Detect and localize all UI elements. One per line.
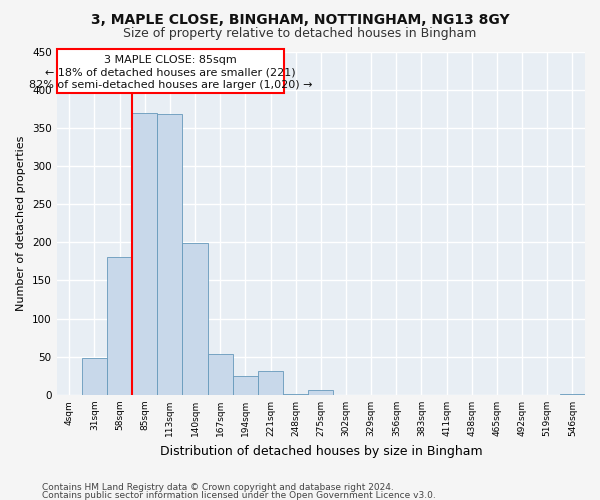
Text: 3 MAPLE CLOSE: 85sqm: 3 MAPLE CLOSE: 85sqm xyxy=(104,54,237,64)
Bar xyxy=(233,376,258,395)
Bar xyxy=(258,372,283,395)
Text: 3, MAPLE CLOSE, BINGHAM, NOTTINGHAM, NG13 8GY: 3, MAPLE CLOSE, BINGHAM, NOTTINGHAM, NG1… xyxy=(91,12,509,26)
Text: Contains HM Land Registry data © Crown copyright and database right 2024.: Contains HM Land Registry data © Crown c… xyxy=(42,483,394,492)
Bar xyxy=(132,112,157,395)
Text: 82% of semi-detached houses are larger (1,020) →: 82% of semi-detached houses are larger (… xyxy=(29,80,312,90)
Bar xyxy=(157,114,182,395)
Bar xyxy=(107,257,132,395)
Bar xyxy=(208,354,233,395)
Y-axis label: Number of detached properties: Number of detached properties xyxy=(16,136,26,311)
Text: Contains public sector information licensed under the Open Government Licence v3: Contains public sector information licen… xyxy=(42,492,436,500)
Text: Size of property relative to detached houses in Bingham: Size of property relative to detached ho… xyxy=(124,28,476,40)
Text: ← 18% of detached houses are smaller (221): ← 18% of detached houses are smaller (22… xyxy=(45,67,296,77)
Bar xyxy=(82,358,107,395)
FancyBboxPatch shape xyxy=(57,49,284,94)
Bar xyxy=(308,390,334,395)
Bar xyxy=(560,394,585,395)
X-axis label: Distribution of detached houses by size in Bingham: Distribution of detached houses by size … xyxy=(160,444,482,458)
Bar xyxy=(182,243,208,395)
Bar xyxy=(283,394,308,395)
